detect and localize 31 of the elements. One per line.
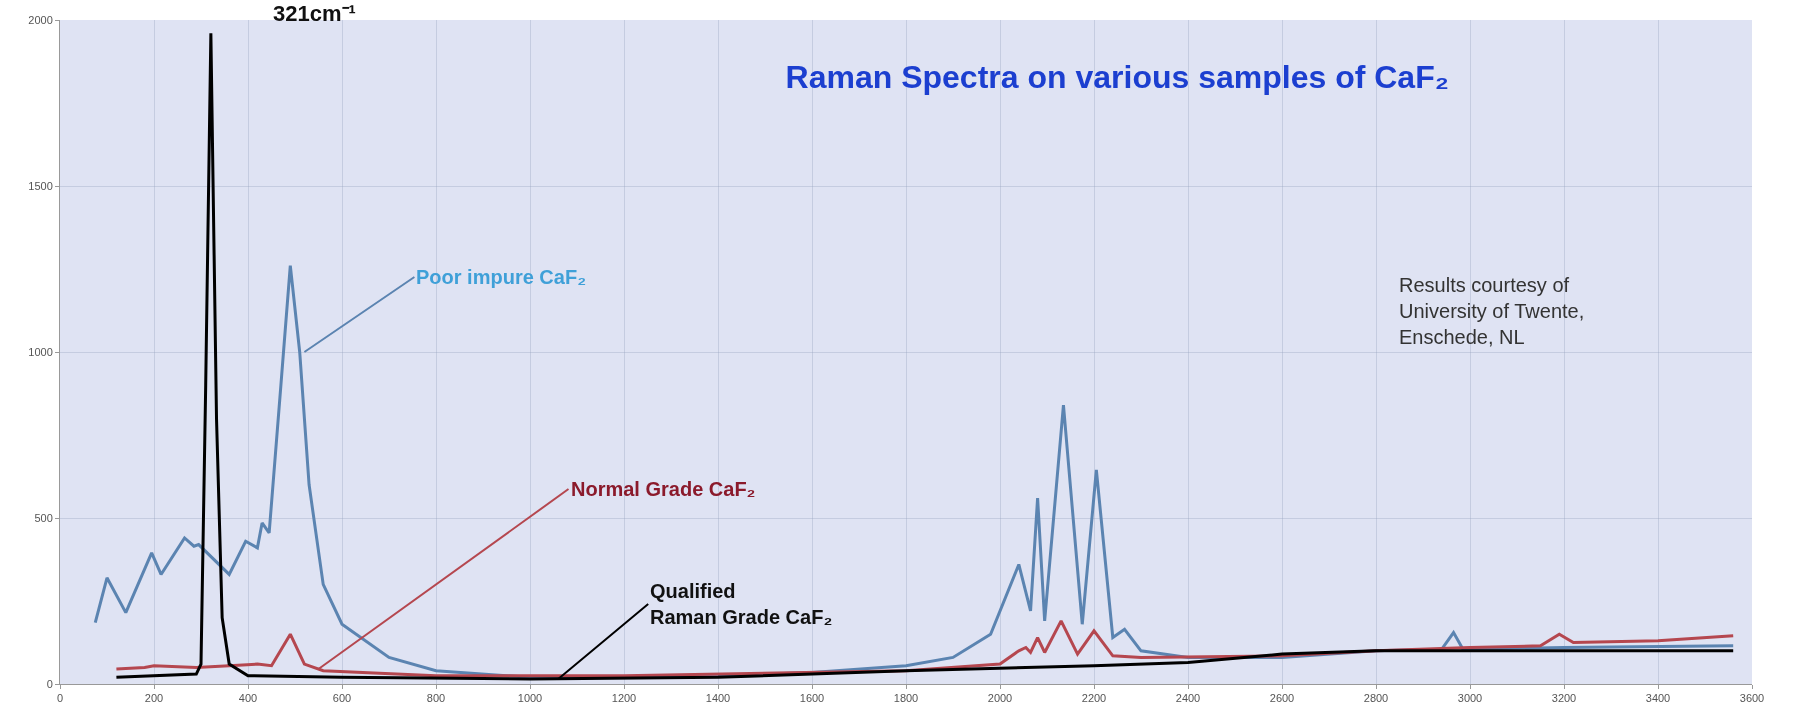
y-tick-label: 0 [46,677,53,690]
x-tick-label: 600 [332,692,352,705]
annotation: Poor impure CaF₂ [416,266,587,288]
y-tick-label: 1500 [28,179,53,192]
x-tick-label: 200 [144,692,164,705]
x-tick-label: 0 [56,692,64,705]
x-tick-label: 3200 [1551,692,1577,705]
annotation: Results courtesy of University of Twente, Enschede, NL [1399,274,1585,348]
x-tick-label: 2800 [1363,692,1389,705]
x-tick-label: 800 [426,692,446,705]
annotation: 321cm⁻¹ [273,1,356,26]
annotation: Qualified Raman Grade CaF₂ [650,580,833,628]
x-tick-label: 2400 [1175,692,1201,705]
x-tick-label: 1400 [705,692,731,705]
x-tick-label: 2200 [1081,692,1107,705]
x-tick-label: 1200 [611,692,637,705]
x-tick-label: 3600 [1739,692,1765,705]
x-tick-label: 2600 [1269,692,1295,705]
y-tick-label: 1000 [28,345,53,358]
x-tick-label: 1000 [517,692,543,705]
y-tick-label: 500 [34,511,53,524]
x-tick-label: 3000 [1457,692,1483,705]
x-tick-label: 3400 [1645,692,1671,705]
x-tick-label: 400 [238,692,258,705]
line-series [114,31,1735,681]
x-tick-label: 2000 [987,692,1013,705]
x-tick-label: 1600 [799,692,825,705]
y-tick-label: 2000 [28,13,53,26]
x-tick-label: 1800 [893,692,919,705]
text: Raman Spectra on various samples of CaF₂ [785,58,1449,95]
annotation: Normal Grade CaF₂ [571,478,756,500]
